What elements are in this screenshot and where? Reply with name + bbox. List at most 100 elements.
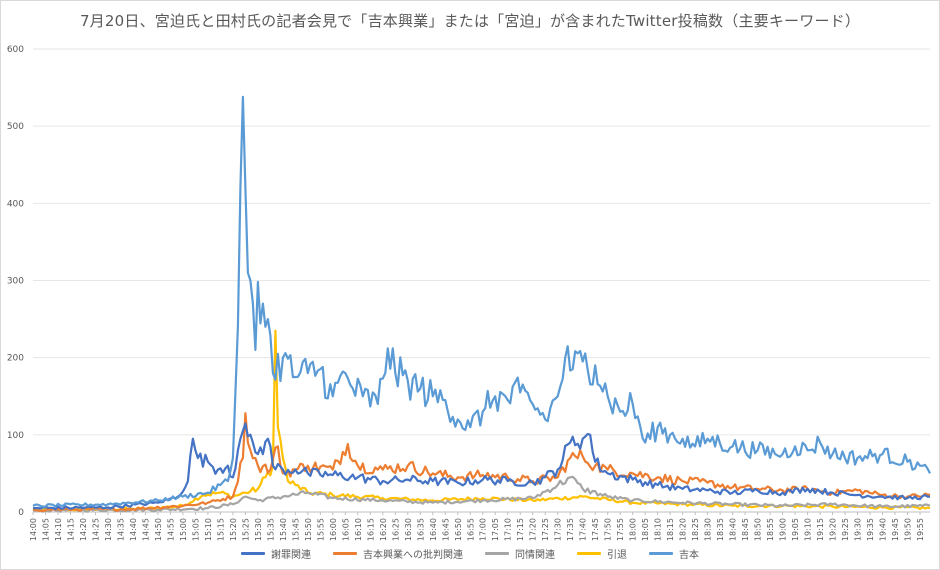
x-tick-label: 14:45	[141, 518, 150, 541]
chart-title: 7月20日、宮迫氏と田村氏の記者会見で「吉本興業」または「宮迫」が含まれたTwi…	[79, 12, 861, 30]
x-tick-label: 19:20	[829, 518, 838, 541]
legend-swatch	[241, 552, 265, 555]
x-tick-label: 18:15	[666, 518, 675, 541]
x-tick-label: 14:25	[91, 518, 100, 541]
legend-item-2: 同情関連	[485, 546, 555, 561]
legend-item-4: 吉本	[649, 546, 699, 561]
x-tick-label: 15:15	[216, 518, 225, 541]
x-tick-label: 15:05	[191, 518, 200, 541]
x-tick-label: 16:15	[366, 518, 375, 541]
x-tick-label: 16:35	[416, 518, 425, 541]
x-tick-label: 14:15	[66, 518, 75, 541]
x-tick-label: 14:35	[116, 518, 125, 541]
x-tick-label: 16:30	[404, 518, 413, 541]
legend-label: 謝罪関連	[271, 550, 311, 561]
x-tick-label: 15:20	[229, 518, 238, 541]
legend-swatch	[577, 552, 601, 555]
x-tick-label: 19:30	[854, 518, 863, 541]
x-tick-label: 15:30	[254, 518, 263, 541]
x-tick-label: 18:05	[641, 518, 650, 541]
x-tick-label: 15:50	[304, 518, 313, 541]
x-tick-label: 15:10	[204, 518, 213, 541]
x-tick-label: 15:35	[266, 518, 275, 541]
legend-label: 引退	[607, 550, 627, 561]
x-tick-label: 19:35	[866, 518, 875, 541]
y-tick-label: 0	[18, 508, 24, 518]
x-tick-label: 14:55	[166, 518, 175, 541]
y-tick-label: 100	[7, 431, 24, 441]
y-tick-label: 400	[7, 199, 24, 209]
legend-item-3: 引退	[577, 546, 627, 561]
legend-label: 吉本	[679, 550, 699, 561]
x-tick-label: 19:00	[779, 518, 788, 541]
x-tick-label: 16:45	[441, 518, 450, 541]
x-tick-label: 16:40	[429, 518, 438, 541]
x-tick-label: 15:45	[291, 518, 300, 541]
x-tick-label: 18:40	[729, 518, 738, 541]
x-tick-label: 16:05	[341, 518, 350, 541]
series-line-0	[32, 422, 930, 511]
x-tick-label: 14:10	[54, 518, 63, 541]
x-tick-label: 19:25	[841, 518, 850, 541]
series-line-4	[32, 95, 931, 508]
x-tick-label: 17:15	[516, 518, 525, 541]
x-tick-label: 19:05	[791, 518, 800, 541]
x-axis-tick-labels: 14:00 14:05 14:10 14:15 14:20 14:25 14:30 14:35…	[29, 512, 925, 541]
legend-item-0: 謝罪関連	[241, 546, 311, 561]
x-tick-label: 15:25	[241, 518, 250, 541]
x-tick-label: 14:00	[29, 518, 38, 541]
x-tick-label: 16:10	[354, 518, 363, 541]
x-tick-label: 19:50	[904, 518, 913, 541]
x-tick-label: 15:40	[279, 518, 288, 541]
x-tick-label: 17:50	[604, 518, 613, 541]
x-tick-label: 18:25	[691, 518, 700, 541]
x-tick-label: 19:15	[816, 518, 825, 541]
y-tick-label: 200	[7, 354, 24, 364]
x-tick-label: 19:40	[879, 518, 888, 541]
x-tick-label: 14:30	[104, 518, 113, 541]
x-tick-label: 15:00	[179, 518, 188, 541]
x-tick-label: 14:40	[129, 518, 138, 541]
x-tick-label: 18:30	[704, 518, 713, 541]
x-tick-label: 18:00	[629, 518, 638, 541]
x-tick-label: 14:05	[41, 518, 50, 541]
legend-swatch	[649, 552, 673, 555]
x-tick-label: 14:50	[154, 518, 163, 541]
x-tick-label: 18:45	[741, 518, 750, 541]
series-lines	[32, 95, 931, 513]
legend: 謝罪関連 吉本興業への批判関連 同情関連 引退 吉本	[0, 546, 940, 561]
x-tick-label: 17:55	[616, 518, 625, 541]
x-tick-label: 19:55	[916, 518, 925, 541]
x-tick-label: 17:35	[566, 518, 575, 541]
legend-label: 同情関連	[515, 550, 555, 561]
x-tick-label: 17:00	[479, 518, 488, 541]
y-tick-label: 500	[7, 122, 24, 132]
x-tick-label: 16:50	[454, 518, 463, 541]
x-tick-label: 17:05	[491, 518, 500, 541]
x-tick-label: 16:20	[379, 518, 388, 541]
x-tick-label: 18:35	[716, 518, 725, 541]
x-tick-label: 15:55	[316, 518, 325, 541]
x-tick-label: 19:45	[891, 518, 900, 541]
x-tick-label: 16:55	[466, 518, 475, 541]
series-line-2	[33, 475, 931, 513]
x-tick-label: 17:40	[579, 518, 588, 541]
x-tick-label: 18:50	[754, 518, 763, 541]
x-tick-label: 18:20	[679, 518, 688, 541]
x-tick-label: 14:20	[79, 518, 88, 541]
legend-swatch	[485, 552, 509, 555]
x-tick-label: 16:25	[391, 518, 400, 541]
legend-item-1: 吉本興業への批判関連	[333, 546, 463, 561]
x-tick-label: 17:45	[591, 518, 600, 541]
x-tick-label: 17:30	[554, 518, 563, 541]
x-tick-label: 17:10	[504, 518, 513, 541]
x-tick-label: 16:00	[329, 518, 338, 541]
series-line-1	[32, 412, 931, 512]
x-tick-label: 17:20	[529, 518, 538, 541]
y-tick-label: 600	[7, 45, 24, 55]
x-tick-label: 17:25	[541, 518, 550, 541]
x-tick-label: 19:10	[804, 518, 813, 541]
gridlines	[33, 48, 930, 513]
